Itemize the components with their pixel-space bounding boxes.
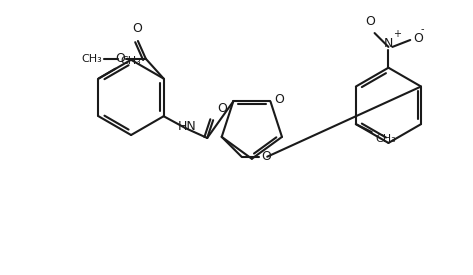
- Text: CH₃: CH₃: [376, 134, 396, 144]
- Text: O: O: [261, 150, 271, 163]
- Text: -: -: [420, 24, 424, 34]
- Text: O: O: [274, 93, 284, 106]
- Text: +: +: [394, 29, 402, 39]
- Text: CH₃: CH₃: [81, 54, 102, 64]
- Text: HN: HN: [177, 120, 196, 133]
- Text: O: O: [366, 15, 376, 28]
- Text: O: O: [413, 32, 423, 45]
- Text: O: O: [217, 102, 227, 115]
- Text: CH₃: CH₃: [120, 56, 141, 66]
- Text: N: N: [384, 37, 393, 50]
- Text: O: O: [115, 52, 125, 65]
- Text: O: O: [132, 22, 142, 35]
